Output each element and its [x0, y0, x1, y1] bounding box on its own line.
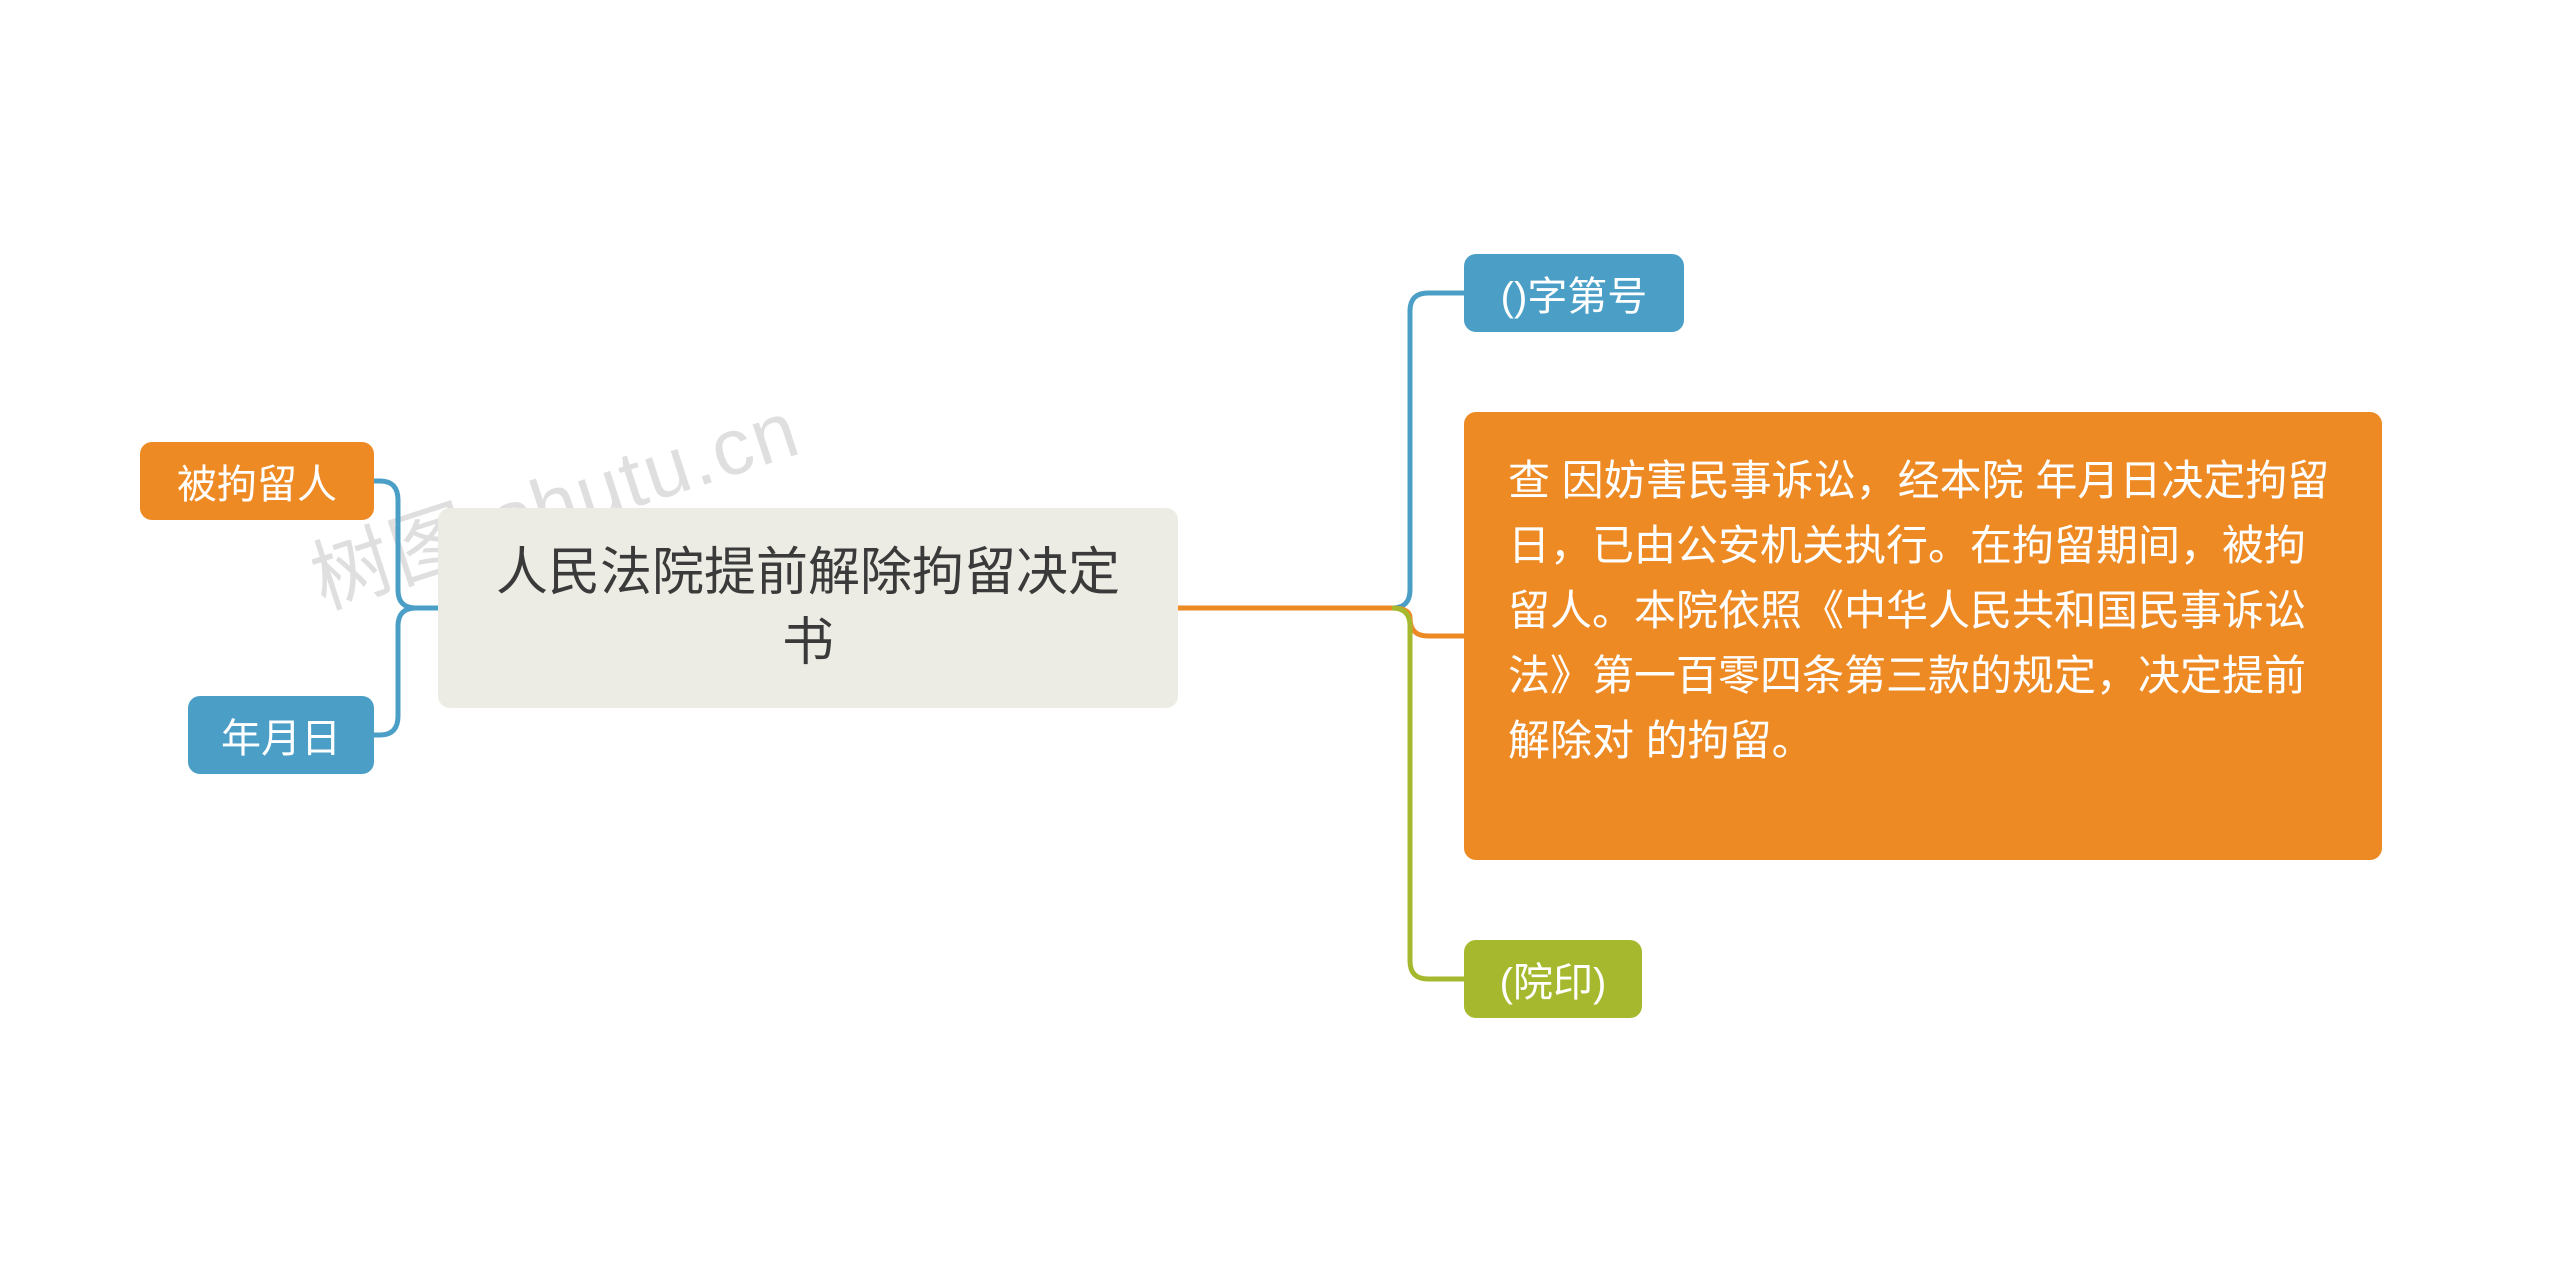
node-left-detainee-label: 被拘留人	[177, 452, 337, 510]
center-label: 人民法院提前解除拘留决定书	[488, 538, 1128, 678]
connector-r1	[1392, 293, 1464, 608]
center-node: 人民法院提前解除拘留决定书	[438, 508, 1178, 708]
node-right-seal: (院印)	[1464, 940, 1642, 1018]
connector-r2	[1392, 608, 1464, 636]
connector-left1	[374, 481, 438, 608]
connector-r3	[1392, 608, 1464, 979]
node-right-caseno-label: ()字第号	[1501, 264, 1648, 322]
node-right-body-label: 查 因妨害民事诉讼，经本院 年月日决定拘留日，已由公安机关执行。在拘留期间，被拘…	[1508, 448, 2338, 773]
node-left-date-label: 年月日	[221, 706, 341, 764]
connector-left2	[374, 608, 438, 735]
node-left-date: 年月日	[188, 696, 374, 774]
node-left-detainee: 被拘留人	[140, 442, 374, 520]
node-right-seal-label: (院印)	[1500, 950, 1607, 1008]
node-right-caseno: ()字第号	[1464, 254, 1684, 332]
node-right-body: 查 因妨害民事诉讼，经本院 年月日决定拘留日，已由公安机关执行。在拘留期间，被拘…	[1464, 412, 2382, 860]
